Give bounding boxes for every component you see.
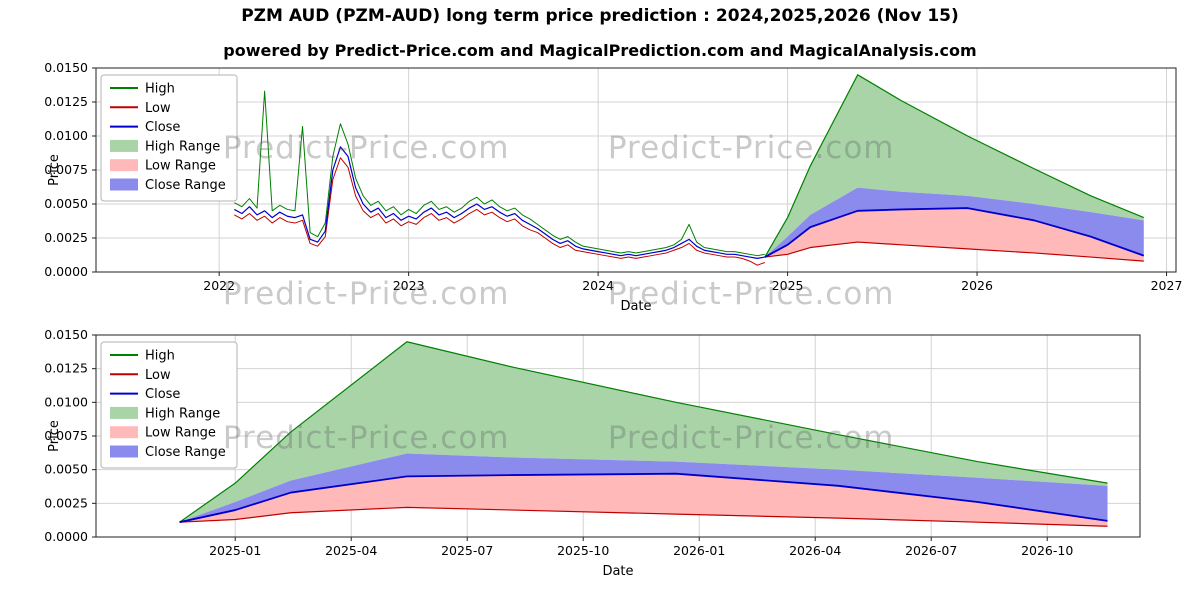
x-tick-label: 2022 xyxy=(203,278,235,293)
forecast-close-line xyxy=(764,207,1145,258)
y-tick-label: 0.0000 xyxy=(44,264,88,279)
y-tick-label: 0.0150 xyxy=(44,327,88,342)
legend-label: Low Range xyxy=(145,426,216,441)
legend: High Low Close High Range Low Range Close Ran… xyxy=(100,74,238,202)
forecast-low-line xyxy=(764,241,1144,262)
legend-label: High Range xyxy=(145,406,220,421)
x-axis-title: Date xyxy=(602,564,633,579)
legend-swatch-close-range xyxy=(110,178,138,191)
legend-label: High xyxy=(145,349,175,364)
x-tick-label: 2025-07 xyxy=(441,543,493,558)
y-tick-label: 0.0150 xyxy=(44,60,88,75)
legend-label: Close xyxy=(145,387,180,402)
y-tick-label: 0.0075 xyxy=(44,162,88,177)
legend-label: Low xyxy=(145,368,171,383)
high-range-band xyxy=(179,341,1108,523)
high-range-band xyxy=(764,74,1144,258)
chart-title: PZM AUD (PZM-AUD) long term price predic… xyxy=(241,6,959,26)
x-tick-label: 2027 xyxy=(1151,278,1183,293)
y-tick-label: 0.0125 xyxy=(44,94,88,109)
y-tick-label: 0.0050 xyxy=(44,196,88,211)
legend-label: Close Range xyxy=(145,445,226,460)
bottom-chart: 2025-01 2025-04 2025-07 2025-10 2026-01 2026-… xyxy=(44,327,1141,579)
x-tick-label: 2025-01 xyxy=(209,543,261,558)
legend-label: Close Range xyxy=(145,178,226,193)
x-tick-label: 2023 xyxy=(393,278,425,293)
forecast-close-line xyxy=(179,472,1108,524)
history-close-line xyxy=(234,146,765,259)
legend-label: Low Range xyxy=(145,159,216,174)
axes-labels: 2025-01 2025-04 2025-07 2025-10 2026-01 2026-… xyxy=(44,327,1073,579)
y-tick-label: 0.0075 xyxy=(44,428,88,443)
low-range-band xyxy=(764,208,1144,262)
legend-swatch-high-range xyxy=(110,406,138,419)
y-tick-label: 0.0000 xyxy=(44,529,88,544)
x-tick-label: 2026 xyxy=(961,278,993,293)
y-tick-label: 0.0025 xyxy=(44,495,88,510)
forecast-high-line xyxy=(179,341,1108,523)
y-tick-label: 0.0025 xyxy=(44,230,88,245)
legend-swatch-close-range xyxy=(110,445,138,458)
x-tick-label: 2026-10 xyxy=(1021,543,1073,558)
legend-swatch-low-range xyxy=(110,426,138,439)
y-tick-label: 0.0100 xyxy=(44,394,88,409)
y-tick-label: 0.0100 xyxy=(44,128,88,143)
y-axis-title: Price xyxy=(47,420,62,452)
legend-swatch-high-range xyxy=(110,139,138,152)
low-range-band xyxy=(179,473,1108,527)
series-lines xyxy=(179,341,1108,527)
x-tick-label: 2025 xyxy=(772,278,804,293)
forecast-low-line xyxy=(179,506,1108,527)
x-tick-label: 2024 xyxy=(582,278,614,293)
legend: High Low Close High Range Low Range Close Ran… xyxy=(100,341,238,469)
history-high-line xyxy=(234,90,765,257)
history-low-line xyxy=(234,157,766,266)
x-tick-label: 2025-10 xyxy=(557,543,609,558)
y-tick-label: 0.0125 xyxy=(44,361,88,376)
y-axis-title: Price xyxy=(47,154,62,186)
x-tick-label: 2026-01 xyxy=(673,543,725,558)
series-lines xyxy=(234,74,1145,266)
legend-swatch-low-range xyxy=(110,159,138,172)
x-tick-label: 2025-04 xyxy=(325,543,377,558)
chart-subtitle: powered by Predict-Price.com and Magical… xyxy=(223,41,977,60)
close-range-band xyxy=(179,453,1108,523)
legend-label: Low xyxy=(145,101,171,116)
legend-label: High Range xyxy=(145,139,220,154)
legend-label: High xyxy=(145,82,175,97)
top-chart: 2022 2023 2024 2025 2026 2027 0.0000 0.0025 0.00… xyxy=(44,60,1182,314)
x-tick-label: 2026-04 xyxy=(789,543,841,558)
x-axis-title: Date xyxy=(620,299,651,314)
forecast-high-line xyxy=(764,74,1145,258)
legend-label: Close xyxy=(145,120,180,135)
close-range-band xyxy=(764,187,1144,258)
axes-labels: 2022 2023 2024 2025 2026 2027 0.0000 0.0025 0.00… xyxy=(44,60,1182,314)
y-tick-label: 0.0050 xyxy=(44,462,88,477)
x-tick-label: 2026-07 xyxy=(905,543,957,558)
